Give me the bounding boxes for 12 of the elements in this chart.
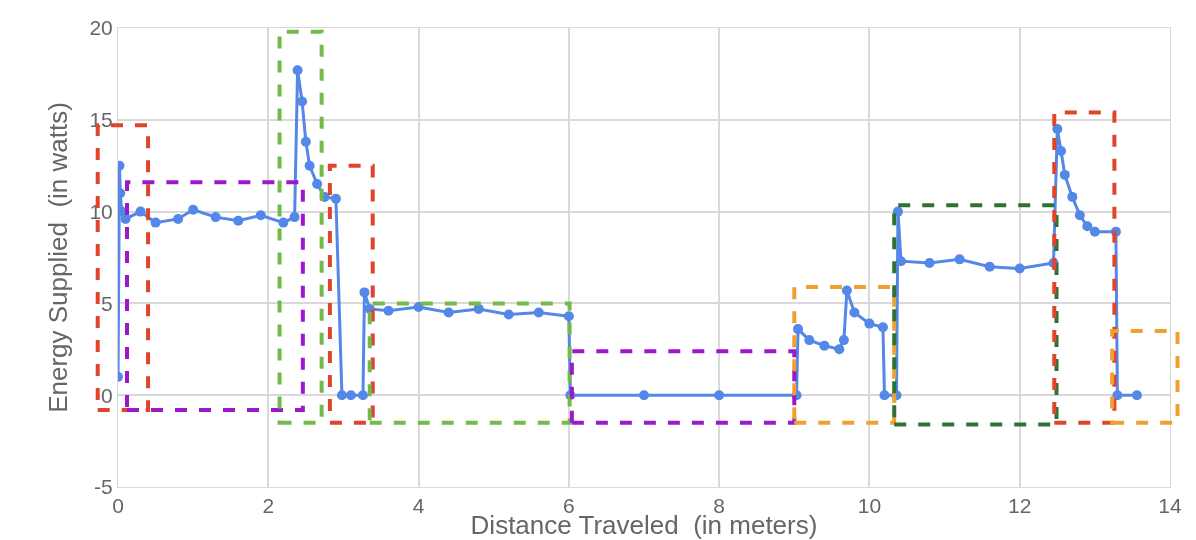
y-axis-title: Energy Supplied (in watts) [42,102,73,413]
x-tick-label: 8 [713,494,725,518]
x-tick-label: 10 [857,494,882,518]
x-tick-label: 4 [412,494,425,518]
x-tick-label: 14 [1158,494,1182,518]
x-tick-label: 2 [262,494,275,518]
x-tick-label: 12 [1008,494,1032,518]
y-tick-label: 0 [101,383,113,407]
y-tick-label: 20 [89,16,113,40]
y-tick-label: 5 [101,291,113,315]
y-tick-label: 10 [89,199,113,223]
y-tick-label: -5 [94,475,113,499]
